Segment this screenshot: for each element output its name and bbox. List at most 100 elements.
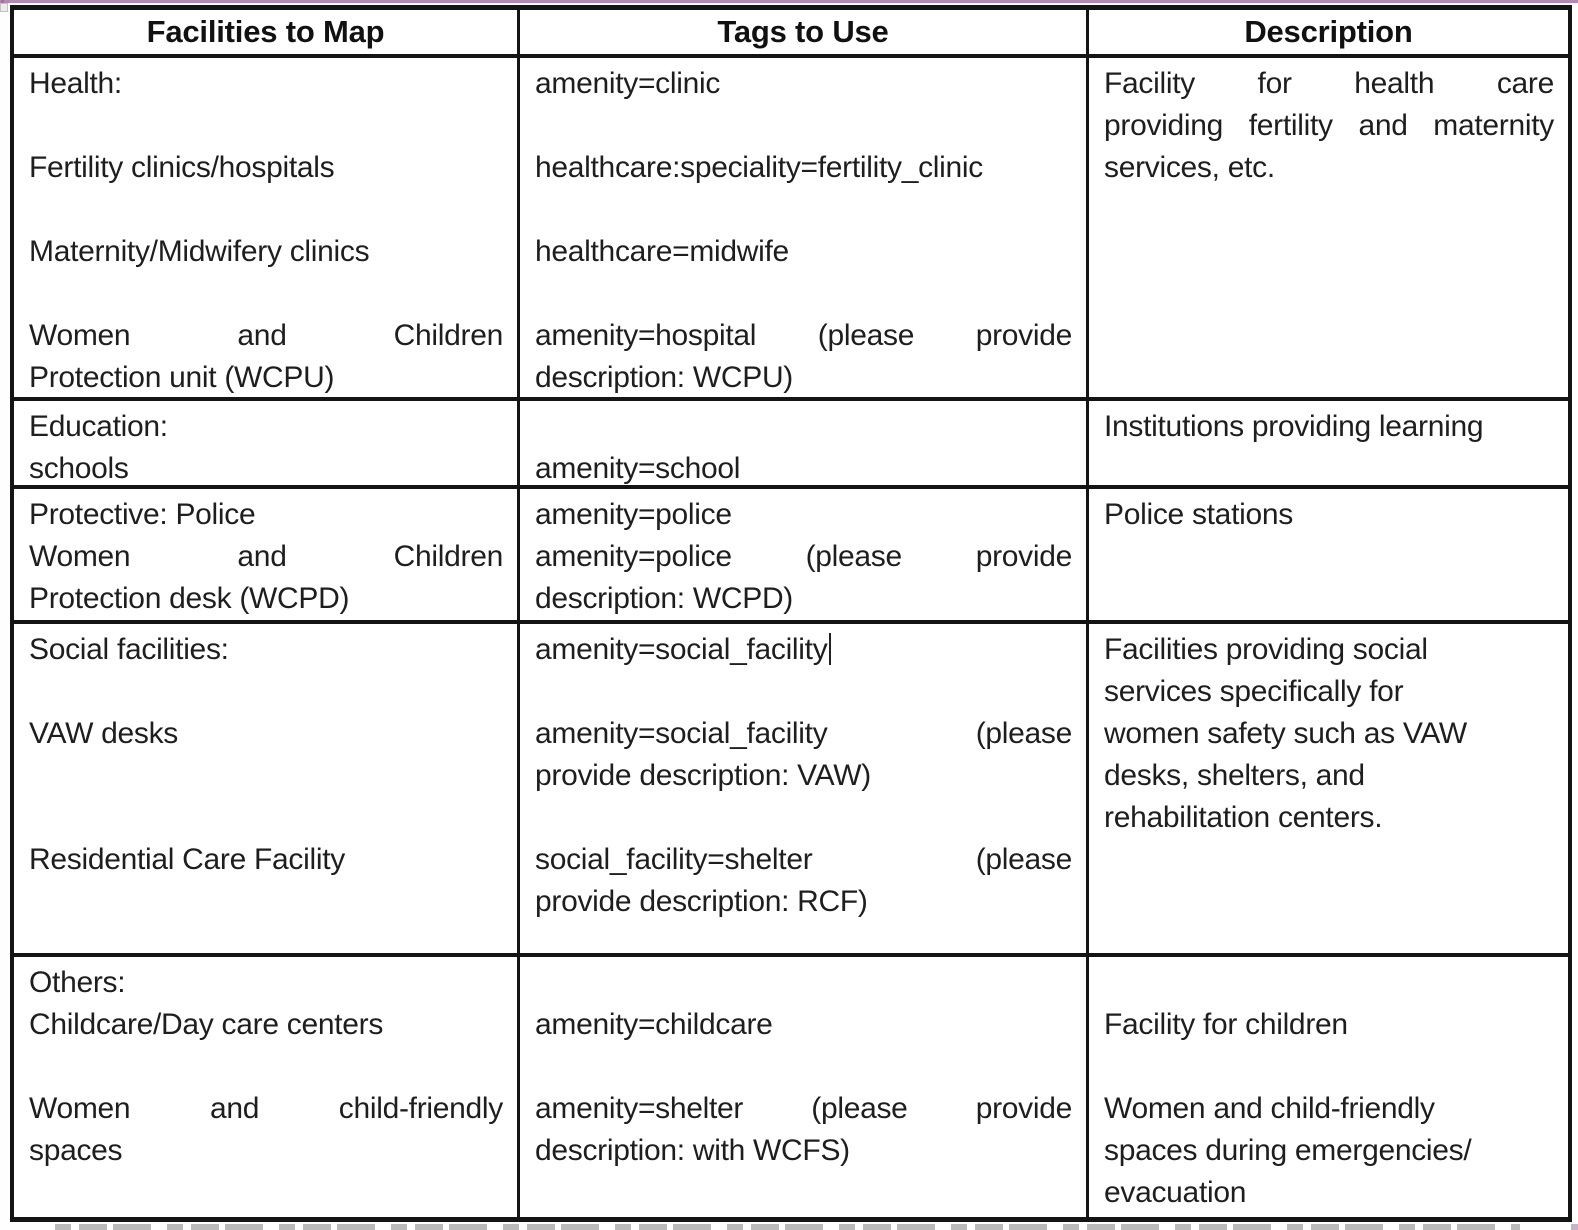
cell-word: amenity=hospital	[535, 319, 757, 352]
cell-text: Social facilities:	[29, 633, 229, 666]
cell-line: Women and Children	[29, 315, 503, 357]
cell-text: Health:	[29, 67, 122, 100]
blank-line	[29, 755, 503, 797]
cell-text: description: WCPD)	[535, 582, 793, 615]
column-header-description[interactable]: Description	[1089, 10, 1568, 58]
cell-line: healthcare:speciality=fertility_clinic	[535, 147, 1072, 189]
cell-line: Protection desk (WCPD)	[29, 578, 503, 620]
blank-line	[1104, 962, 1554, 1004]
cell-text: Institutions providing learning	[1104, 410, 1484, 443]
cell-word: amenity=social_facility	[535, 717, 828, 750]
cell-line: Women and child-friendly	[29, 1088, 503, 1130]
cell-word: maternity	[1433, 109, 1554, 142]
cell-text: Women and child-friendly	[1104, 1092, 1435, 1125]
cell-line: healthcare=midwife	[535, 231, 1072, 273]
table-cell-social-facilities-facilities[interactable]: Social facilities: VAW desks Residential C…	[14, 624, 520, 957]
cell-word: fertility	[1248, 109, 1333, 142]
cell-word: for	[1257, 67, 1292, 100]
cell-word: Women	[29, 319, 131, 352]
cell-word: and	[237, 540, 287, 573]
cell-text: Residential Care Facility	[29, 843, 345, 876]
cell-text: Childcare/Day care centers	[29, 1008, 384, 1041]
cell-text: spaces	[29, 1134, 123, 1167]
cell-line: Health:	[29, 63, 503, 105]
blank-line	[29, 189, 503, 231]
cell-text: Education:	[29, 410, 168, 443]
cell-line: amenity=school	[535, 448, 1072, 485]
cell-line: description: WCPD)	[535, 578, 1072, 620]
table-cell-others-facilities[interactable]: Others: Childcare/Day care centers Women an…	[14, 957, 520, 1217]
cell-line: Facilities providing social	[1104, 629, 1554, 671]
cell-text: Protection unit (WCPU)	[29, 361, 335, 394]
cell-word: (please	[805, 540, 903, 573]
table-cell-others-description[interactable]: Facility for children Women and child-fri…	[1089, 957, 1568, 1217]
cell-line: Education:	[29, 406, 503, 448]
cell-word: amenity=police	[535, 540, 732, 573]
column-header-facilities-to-map[interactable]: Facilities to Map	[14, 10, 520, 58]
column-header-tags-to-use[interactable]: Tags to Use	[520, 10, 1089, 58]
cell-text: amenity=clinic	[535, 67, 721, 100]
cell-word: (please	[817, 319, 915, 352]
blank-line	[1104, 1046, 1554, 1088]
cell-line: description: with WCFS)	[535, 1130, 1072, 1172]
cell-line: Facility for children	[1104, 1004, 1554, 1046]
blank-line	[535, 797, 1072, 839]
cell-text: Facility for children	[1104, 1008, 1348, 1041]
cell-text: description: WCPU)	[535, 361, 793, 394]
cell-line: amenity=police	[535, 494, 1072, 536]
cell-text: amenity=childcare	[535, 1008, 773, 1041]
cell-word: child-friendly	[338, 1092, 504, 1125]
cell-word: Women	[29, 1092, 131, 1125]
cell-line: rehabilitation centers.	[1104, 797, 1554, 839]
cell-text: Facilities providing social	[1104, 633, 1428, 666]
table-cell-education-tags[interactable]: amenity=school	[520, 401, 1089, 489]
table-cell-health-facilities[interactable]: Health: Fertility clinics/hospitals Matern…	[14, 58, 520, 401]
cell-word: social_facility=shelter	[535, 843, 813, 876]
table-cell-education-facilities[interactable]: Education: schools	[14, 401, 520, 489]
bottom-right-handle	[1571, 1224, 1578, 1230]
cell-line: Women and Children	[29, 536, 503, 578]
cell-line: amenity=social_facility (please	[535, 713, 1072, 755]
cell-word: health	[1354, 67, 1435, 100]
blank-line	[29, 105, 503, 147]
cell-text: schools	[29, 452, 129, 485]
cell-line: Fertility clinics/hospitals	[29, 147, 503, 189]
cell-line: amenity=hospital (please provide	[535, 315, 1072, 357]
cell-word: Children	[393, 319, 504, 352]
table-cell-social-facilities-tags[interactable]: amenity=social_facility amenity=social_fa…	[520, 624, 1089, 957]
table-cell-health-description[interactable]: Facility for health care providing fertility a…	[1089, 58, 1568, 401]
table-cell-protective-facilities[interactable]: Protective: Police Women and Children Protec…	[14, 489, 520, 624]
table-cell-protective-description[interactable]: Police stations	[1089, 489, 1568, 624]
table-cell-health-tags[interactable]: amenity=clinic healthcare:speciality=fert…	[520, 58, 1089, 401]
cell-text: evacuation	[1104, 1176, 1247, 1209]
blank-line	[535, 189, 1072, 231]
blank-line	[535, 962, 1072, 1004]
table-cell-others-tags[interactable]: amenity=childcare amenity=shelter (please p…	[520, 957, 1089, 1217]
cell-text: Police stations	[1104, 498, 1293, 531]
cell-word: providing	[1104, 109, 1224, 142]
text-cursor	[829, 633, 832, 665]
cell-text: desks, shelters, and	[1104, 759, 1365, 792]
blank-line	[535, 273, 1072, 315]
table-cell-protective-tags[interactable]: amenity=police amenity=police (please provi…	[520, 489, 1089, 624]
table-cell-social-facilities-description[interactable]: Facilities providing social services spec…	[1089, 624, 1568, 957]
cell-word: (please	[811, 1092, 908, 1125]
clipped-caption-text	[55, 1224, 1520, 1230]
blank-line	[29, 1046, 503, 1088]
cell-text: amenity=police	[535, 498, 732, 531]
cell-word: and	[209, 1092, 260, 1125]
cell-text: amenity=social_facility	[535, 633, 828, 666]
cell-line: social_facility=shelter (please	[535, 839, 1072, 881]
cell-text: Protective: Police	[29, 498, 256, 531]
cell-word: provide	[975, 540, 1073, 573]
cell-text: Maternity/Midwifery clinics	[29, 235, 370, 268]
page-top-rule	[0, 0, 1578, 3]
cell-line: amenity=clinic	[535, 63, 1072, 105]
cell-word: and	[237, 319, 287, 352]
cell-line: provide description: VAW)	[535, 755, 1072, 797]
cell-line: Protective: Police	[29, 494, 503, 536]
cell-word: provide	[975, 319, 1073, 352]
cell-line: Protection unit (WCPU)	[29, 357, 503, 397]
table-resize-handle[interactable]	[0, 3, 8, 12]
table-cell-education-description[interactable]: Institutions providing learning	[1089, 401, 1568, 489]
